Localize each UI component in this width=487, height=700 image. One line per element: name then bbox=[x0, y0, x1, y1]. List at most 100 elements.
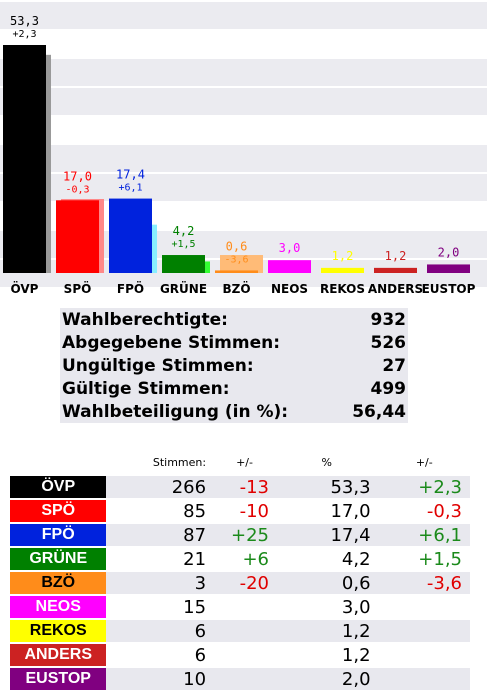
change-label: +6,1 bbox=[118, 183, 142, 194]
percent-cell: 3,0 bbox=[341, 596, 371, 618]
percent-cell: 17,4 bbox=[275, 524, 379, 546]
votes-change-cell bbox=[214, 644, 275, 666]
percent-change-cell bbox=[379, 644, 470, 666]
result-row: ÖVP 266 -13 53,3 +2,3 bbox=[10, 476, 470, 498]
bar bbox=[374, 267, 417, 273]
category-tick-label: ANDERS bbox=[368, 282, 423, 296]
percent-cell: 53,3 bbox=[275, 476, 379, 498]
percent-change-cell bbox=[379, 596, 470, 618]
votes-change-cell: +25 bbox=[214, 524, 275, 546]
category-tick-label: EUSTOP bbox=[422, 282, 476, 296]
votes-cell: 266 bbox=[106, 476, 215, 498]
bar bbox=[3, 45, 46, 273]
summary-value: 27 bbox=[338, 354, 408, 377]
bar bbox=[56, 200, 99, 273]
votes-cell: 10 bbox=[106, 668, 215, 690]
votes-change-cell: -20 bbox=[214, 572, 275, 594]
votes-cell: 6 bbox=[194, 644, 207, 666]
bar-chart: 53,3+2,3 ÖVP 17,0-0,3 SPÖ 17,4+6,1 FPÖ 4,2+1,5… bbox=[0, 2, 487, 296]
result-row: EUSTOP 10 2,0 bbox=[10, 668, 470, 690]
votes-change-header: +/- bbox=[236, 455, 253, 469]
percent-change-cell: +1,5 bbox=[418, 548, 462, 570]
change-label: +1,5 bbox=[171, 239, 195, 250]
value-label: 17,4 bbox=[116, 168, 145, 182]
result-row: NEOS 15 3,0 bbox=[10, 596, 470, 618]
party-badge: FPÖ bbox=[10, 524, 107, 546]
value-label: 4,2 bbox=[173, 224, 195, 238]
percent-cell: 4,2 bbox=[341, 548, 371, 570]
results-table: Stimmen: +/- % +/- ÖVP 266 -13 53,3 +2,3 SPÖ 8… bbox=[10, 448, 470, 692]
result-row: ANDERS 6 1,2 bbox=[10, 644, 470, 666]
value-label: 0,6 bbox=[226, 239, 248, 253]
percent-cell: 0,6 bbox=[275, 572, 379, 594]
party-badge: EUSTOP bbox=[10, 668, 107, 690]
percent-change-cell bbox=[378, 668, 470, 690]
votes-cell: 6 bbox=[106, 620, 215, 642]
percent-cell: 2,0 bbox=[275, 668, 379, 690]
party-badge: SPÖ bbox=[10, 500, 107, 522]
summary-value: 56,44 bbox=[338, 400, 408, 423]
percent-cell: 17,0 bbox=[330, 500, 371, 522]
result-row: GRÜNE 21 +6 4,2 +1,5 bbox=[10, 548, 470, 570]
votes-cell: 15 bbox=[183, 596, 207, 618]
value-label: 1,2 bbox=[332, 249, 354, 263]
summary-label: Abgegebene Stimmen: bbox=[60, 331, 339, 354]
result-row: BZÖ 3 -20 0,6 -3,6 bbox=[10, 572, 470, 594]
category-tick-label: BZÖ bbox=[222, 281, 250, 296]
votes-change-cell: -10 bbox=[239, 500, 269, 522]
value-label: 3,0 bbox=[279, 241, 301, 255]
change-label: -3,6 bbox=[224, 254, 248, 265]
percent-change-cell bbox=[378, 620, 470, 642]
value-label: 1,2 bbox=[385, 249, 407, 263]
percent-change-cell: -3,6 bbox=[378, 572, 470, 594]
category-tick-label: SPÖ bbox=[64, 281, 92, 296]
result-row: FPÖ 87 +25 17,4 +6,1 bbox=[10, 524, 470, 546]
votes-change-cell: -13 bbox=[214, 476, 275, 498]
summary-label: Wahlbeteiligung (in %): bbox=[60, 400, 339, 423]
category-tick-label: FPÖ bbox=[117, 281, 144, 296]
bar bbox=[109, 198, 152, 273]
party-badge: REKOS bbox=[10, 620, 107, 642]
votes-cell: 85 bbox=[183, 500, 207, 522]
percent-change-cell: -0,3 bbox=[426, 500, 462, 522]
result-row: REKOS 6 1,2 bbox=[10, 620, 470, 642]
votes-cell: 87 bbox=[106, 524, 215, 546]
value-label: 53,3 bbox=[10, 14, 39, 28]
percent-change-cell: +2,3 bbox=[378, 476, 470, 498]
votes-change-cell bbox=[214, 596, 275, 618]
summary-row: Wahlberechtigte: 932 bbox=[60, 308, 408, 331]
votes-change-cell bbox=[214, 620, 275, 642]
grid-band bbox=[0, 174, 487, 201]
result-row: SPÖ 85 -10 17,0 -0,3 bbox=[10, 500, 470, 522]
summary-row: Wahlbeteiligung (in %): 56,44 bbox=[60, 400, 408, 423]
value-label: 2,0 bbox=[438, 245, 460, 259]
summary-row: Ungültige Stimmen: 27 bbox=[60, 354, 408, 377]
votes-change-cell bbox=[214, 668, 275, 690]
votes-cell: 3 bbox=[106, 572, 215, 594]
votes-cell: 21 bbox=[183, 548, 207, 570]
grid-band bbox=[0, 59, 487, 86]
votes-change-cell: +6 bbox=[242, 548, 269, 570]
category-tick-label: GRÜNE bbox=[160, 281, 207, 296]
percent-header: % bbox=[321, 455, 332, 469]
party-header bbox=[10, 450, 106, 474]
change-label: +2,3 bbox=[12, 29, 36, 40]
category-tick-label: REKOS bbox=[320, 282, 365, 296]
percent-cell: 1,2 bbox=[341, 644, 371, 666]
percent-change-header: +/- bbox=[415, 455, 433, 469]
bar bbox=[321, 267, 364, 273]
category-tick-label: NEOS bbox=[271, 282, 308, 296]
summary-value: 932 bbox=[338, 308, 408, 331]
value-label: 17,0 bbox=[63, 169, 92, 183]
votes-header: Stimmen: bbox=[152, 455, 207, 469]
summary-table: Wahlberechtigte: 932 Abgegebene Stimmen: 52… bbox=[60, 308, 408, 423]
summary-value: 499 bbox=[338, 377, 408, 400]
party-badge: NEOS bbox=[10, 596, 107, 618]
bar bbox=[162, 255, 205, 273]
summary-row: Gültige Stimmen: 499 bbox=[60, 377, 408, 400]
party-badge: ANDERS bbox=[10, 644, 107, 666]
grid-band bbox=[0, 2, 487, 29]
grid-band bbox=[0, 145, 487, 172]
percent-cell: 1,2 bbox=[275, 620, 379, 642]
results-header-row: Stimmen: +/- % +/- bbox=[10, 450, 470, 474]
